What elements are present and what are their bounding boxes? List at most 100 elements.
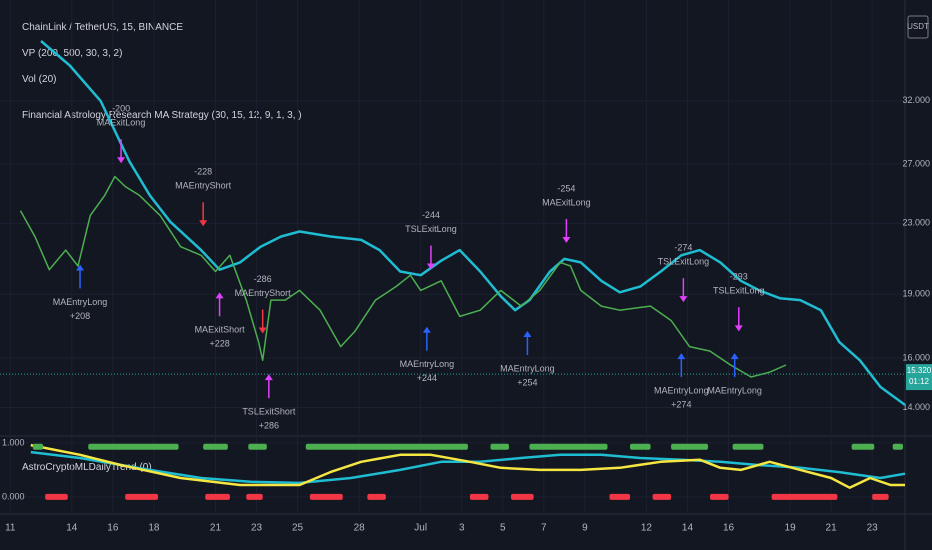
trend-segment [851,443,875,450]
trend-segment [872,493,889,500]
symbol-title: ChainLink / TetherUS, 15, BINANCE [22,22,183,33]
y-tick-label: 16.000 [902,352,930,362]
signal-label: MAEntryLong [707,385,762,395]
currency[interactable]: USDT [907,22,929,31]
x-tick-label: 14 [682,523,694,534]
signal-label: TSLExitLong [405,224,457,234]
trend-segment [305,443,468,450]
signal-qty: -293 [730,272,748,282]
signal-label: MAExitLong [97,118,146,128]
trend-segment [710,493,729,500]
x-tick-label: 3 [459,523,465,534]
x-tick-label: 28 [354,523,366,534]
y-tick-label: 1.000 [2,437,25,447]
x-tick-label: 16 [723,523,735,534]
x-tick-label: 18 [148,523,160,534]
signal-label: MAEntryLong [53,297,108,307]
trend-segment [490,443,509,450]
y-tick-label: 23.000 [902,218,930,228]
x-tick-label: 21 [826,523,838,534]
y-tick-label: 32.000 [902,95,930,105]
trend-segment [529,443,608,450]
signal-label: TSLExitLong [658,257,710,267]
signal-qty: -286 [254,274,272,284]
trend-segment [88,443,179,450]
moving-average [40,40,906,406]
signal-qty: -244 [422,210,440,220]
trend-segment [469,493,489,500]
x-tick-label: 11 [5,523,16,534]
signal-label: MAExitShort [195,325,246,335]
trend-segment [125,493,159,500]
indicator-line [30,443,905,489]
signal-label: MAExitLong [542,197,591,207]
x-tick-label: 14 [66,523,78,534]
x-tick-label: 5 [500,523,506,534]
x-tick-label: 23 [251,523,263,534]
indicator-label: Vol (20) [22,74,56,85]
y-tick-label: 19.000 [902,289,930,299]
x-tick-label: 21 [210,523,222,534]
signal-label: TSLExitShort [242,407,296,417]
y-tick-label: 14.000 [902,402,930,412]
last-price-label: 15.320 [907,366,932,375]
x-tick-label: 23 [867,523,879,534]
trend-segment [32,443,44,450]
trend-segment [246,493,263,500]
trend-segment [609,493,631,500]
trend-segment [652,493,672,500]
trend-segment [309,493,343,500]
y-tick-label: 27.000 [902,158,930,168]
indicator-title: AstroCryptoMLDailyTrend (0) [22,462,152,473]
signal-label: MAEntryShort [235,288,292,298]
trend-segment [732,443,764,450]
signal-arrow-head [562,236,571,243]
signal-arrow-head [199,220,208,227]
signal-label: MAEntryShort [175,181,232,191]
signal-arrow-head [76,264,85,271]
signal-arrow-head [730,353,739,360]
trend-segment [671,443,709,450]
price-line [19,175,787,378]
y-tick-label: 0.000 [2,491,25,501]
signal-qty: -274 [674,243,692,253]
signal-qty: -228 [194,167,212,177]
trend-segment [203,443,228,450]
trend-segment [45,493,68,500]
x-tick-label: 16 [107,523,119,534]
signal-label: TSLExitLong [713,286,765,296]
x-tick-label: 9 [582,523,588,534]
x-tick-label: 19 [785,523,797,534]
trend-segment [630,443,651,450]
signal-arrow-head [215,292,224,299]
signal-arrow-head [426,263,435,270]
signal-arrow-head [677,353,686,360]
indicator-label: Financial Astrology Research MA Strategy… [22,110,302,121]
signal-arrow-head [734,325,743,332]
trend-segment [205,493,230,500]
signal-qty: +228 [209,339,229,349]
x-tick-label: 7 [541,523,547,534]
signal-arrow-head [117,157,126,164]
countdown-label: 01:12 [909,377,930,386]
x-tick-label: Jul [414,523,427,534]
last-price-box [906,364,932,391]
signal-qty: -200 [112,104,130,114]
x-tick-label: 12 [641,523,653,534]
trend-segment [771,493,838,500]
signal-qty: -254 [557,183,575,193]
currency-box[interactable] [907,15,929,39]
signal-arrow-head [523,331,532,338]
signal-arrow-head [422,326,431,333]
trend-segment [248,443,267,450]
signal-label: MAEntryLong [400,359,455,369]
signal-label: MAEntryLong [654,385,709,395]
signal-qty: +254 [517,377,537,387]
trend-segment [367,493,386,500]
signal-qty: +244 [417,373,437,383]
x-tick-label: 25 [292,523,304,534]
signal-label: MAEntryLong [500,363,555,373]
signal-qty: +274 [671,399,691,409]
trend-segment [510,493,534,500]
